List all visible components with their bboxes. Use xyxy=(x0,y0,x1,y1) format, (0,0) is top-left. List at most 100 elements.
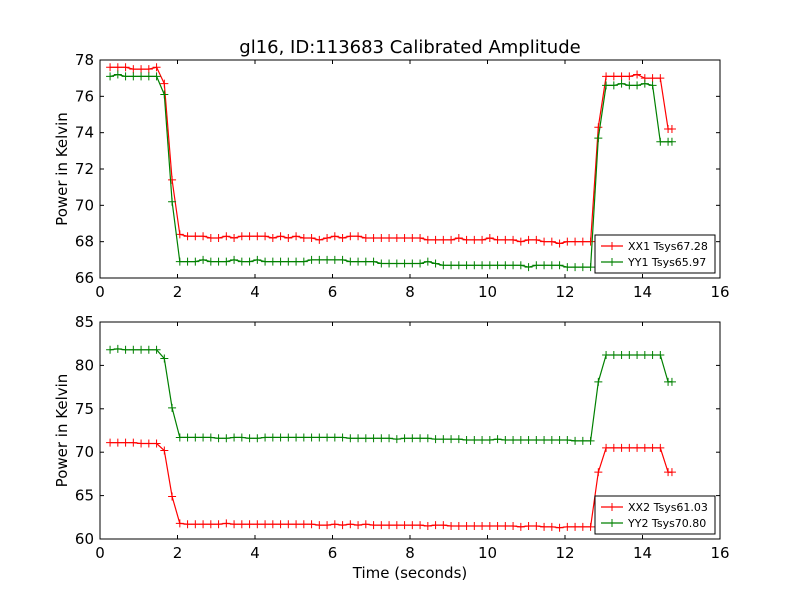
data-point xyxy=(113,344,122,353)
data-point xyxy=(602,350,611,359)
data-point xyxy=(392,234,401,243)
data-point xyxy=(354,521,363,530)
data-point xyxy=(485,521,494,530)
data-point xyxy=(516,237,525,246)
data-point xyxy=(129,345,138,354)
data-point xyxy=(361,520,370,529)
data-point xyxy=(524,521,533,530)
data-point xyxy=(175,519,184,528)
data-point xyxy=(222,257,231,266)
series-2 xyxy=(106,344,676,445)
data-point xyxy=(656,443,665,452)
x-tick-label: 2 xyxy=(173,544,183,562)
data-point xyxy=(346,232,355,241)
data-point xyxy=(555,523,564,532)
data-point xyxy=(222,232,231,241)
data-point xyxy=(129,72,138,81)
data-point xyxy=(571,237,580,246)
data-point xyxy=(462,261,471,270)
x-tick-label: 10 xyxy=(478,544,497,562)
data-point xyxy=(617,443,626,452)
legend-label: XX2 Tsys61.03 xyxy=(628,501,708,514)
series-1 xyxy=(106,438,676,532)
data-point xyxy=(206,520,215,529)
data-point xyxy=(578,436,587,445)
data-point xyxy=(385,521,394,530)
data-point xyxy=(245,257,254,266)
data-point xyxy=(276,257,285,266)
data-point xyxy=(346,520,355,529)
data-point xyxy=(121,72,130,81)
data-point xyxy=(431,235,440,244)
data-point xyxy=(493,521,502,530)
data-point xyxy=(113,63,122,72)
data-point xyxy=(330,232,339,241)
data-point xyxy=(454,261,463,270)
data-point xyxy=(230,255,239,264)
data-point xyxy=(152,439,161,448)
data-point xyxy=(439,235,448,244)
data-point xyxy=(524,235,533,244)
data-point xyxy=(354,232,363,241)
data-point xyxy=(423,235,432,244)
data-point xyxy=(400,259,409,268)
data-point xyxy=(625,81,634,90)
data-point xyxy=(594,468,603,477)
data-point xyxy=(667,377,676,386)
y-tick-label: 76 xyxy=(75,87,94,105)
data-point xyxy=(524,263,533,272)
legend-entry: YY2 Tsys70.80 xyxy=(601,517,706,530)
data-point xyxy=(307,433,316,442)
data-point xyxy=(253,434,262,443)
data-point xyxy=(501,521,510,530)
data-point xyxy=(199,232,208,241)
data-point xyxy=(633,70,642,79)
legend: XX2 Tsys61.03 YY2 Tsys70.80 xyxy=(594,495,716,535)
data-point xyxy=(400,434,409,443)
data-point xyxy=(667,468,676,477)
data-point xyxy=(330,433,339,442)
data-point xyxy=(516,436,525,445)
data-point xyxy=(144,439,153,448)
data-point xyxy=(485,261,494,270)
data-point xyxy=(113,70,122,79)
legend-box xyxy=(594,495,716,535)
legend-entry: YY1 Tsys65.97 xyxy=(601,256,706,269)
data-point xyxy=(230,520,239,529)
data-point xyxy=(160,79,169,88)
data-point xyxy=(284,520,293,529)
data-point xyxy=(144,345,153,354)
data-point xyxy=(462,235,471,244)
data-point xyxy=(617,72,626,81)
data-point xyxy=(106,345,115,354)
data-point xyxy=(509,235,518,244)
data-point xyxy=(144,72,153,81)
data-point xyxy=(214,234,223,243)
data-point xyxy=(416,521,425,530)
data-point xyxy=(416,259,425,268)
data-point xyxy=(540,522,549,531)
data-point xyxy=(214,434,223,443)
data-point xyxy=(121,63,130,72)
data-point xyxy=(175,257,184,266)
legend-label: XX1 Tsys67.28 xyxy=(628,240,708,253)
data-point xyxy=(222,434,231,443)
data-point xyxy=(571,522,580,531)
data-point xyxy=(547,237,556,246)
legend-marker xyxy=(608,503,616,511)
data-point xyxy=(261,520,270,529)
data-point xyxy=(276,232,285,241)
x-tick-label: 6 xyxy=(328,283,338,301)
data-point xyxy=(509,436,518,445)
data-point xyxy=(408,259,417,268)
data-point xyxy=(609,350,618,359)
data-point xyxy=(152,63,161,72)
data-point xyxy=(571,436,580,445)
y-axis-label: Power in Kelvin xyxy=(53,112,71,226)
data-point xyxy=(478,261,487,270)
data-point xyxy=(338,433,347,442)
data-point xyxy=(137,345,146,354)
data-point xyxy=(532,521,541,530)
data-point xyxy=(532,436,541,445)
data-point xyxy=(633,81,642,90)
